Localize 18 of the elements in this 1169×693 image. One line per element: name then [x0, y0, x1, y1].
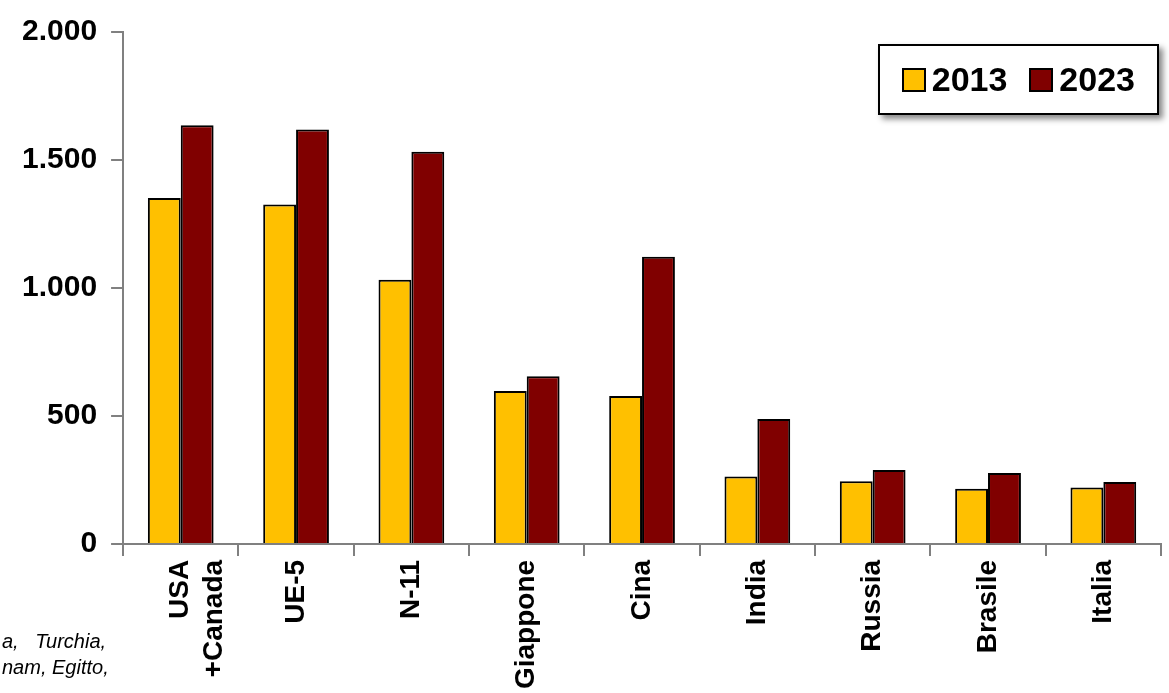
y-tick-label: 0: [80, 525, 98, 559]
legend-label: 2013: [931, 60, 1008, 99]
x-tick-label: India: [740, 559, 772, 626]
y-tick-label: 2.000: [22, 13, 98, 47]
x-tick-label: Italia: [1086, 559, 1118, 624]
legend-label: 2023: [1059, 60, 1135, 99]
y-tick-label: 1.500: [22, 141, 98, 175]
y-tick-label: 1.000: [22, 269, 98, 303]
x-tick-label: USA +Canada: [163, 559, 229, 678]
text: nam, Egitto,: [2, 656, 109, 678]
x-tick-label: Cina: [624, 559, 656, 621]
y-tick-label: 500: [47, 397, 98, 431]
x-tick-label: UE-5: [278, 559, 310, 624]
text: a, Turchia,: [2, 630, 107, 652]
x-tick-label: Russia: [855, 559, 887, 652]
x-tick-label: Brasile: [970, 559, 1002, 654]
x-tick-label: Giappone: [509, 559, 541, 690]
x-tick-label: N-11: [394, 559, 426, 620]
